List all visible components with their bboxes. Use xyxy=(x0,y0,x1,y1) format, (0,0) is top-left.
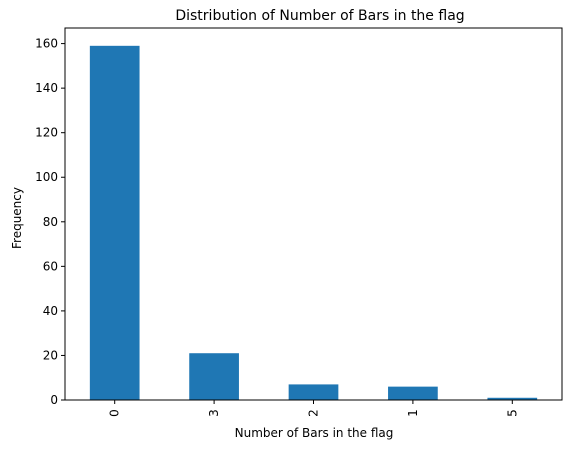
bar-1 xyxy=(388,386,438,400)
x-axis-label: Number of Bars in the flag xyxy=(235,426,394,440)
y-axis: 0 20 40 60 80 100 120 140 160 xyxy=(35,37,65,407)
bars xyxy=(89,45,538,400)
bar-3 xyxy=(189,353,239,400)
x-tick-label: 2 xyxy=(307,409,321,417)
x-tick-label: 3 xyxy=(207,409,221,417)
y-tick-label: 20 xyxy=(43,348,58,362)
y-tick-label: 160 xyxy=(35,37,58,51)
chart-title: Distribution of Number of Bars in the fl… xyxy=(175,8,464,24)
x-tick-label: 0 xyxy=(108,409,122,417)
plot-frame xyxy=(64,27,563,401)
bar-2 xyxy=(288,384,339,400)
bar-5 xyxy=(487,397,538,400)
y-axis-label: Frequency xyxy=(10,187,24,249)
y-tick-label: 40 xyxy=(43,304,58,318)
y-tick-label: 120 xyxy=(35,126,58,140)
y-tick-label: 140 xyxy=(35,81,58,95)
x-tick-label: 1 xyxy=(406,409,420,417)
y-tick-label: 60 xyxy=(43,259,58,273)
y-tick-label: 80 xyxy=(43,215,58,229)
bar-0 xyxy=(89,45,140,400)
x-tick-label: 5 xyxy=(505,409,519,417)
x-axis: 0 3 2 1 5 xyxy=(108,400,519,417)
y-tick-label: 100 xyxy=(35,170,58,184)
y-tick-label: 0 xyxy=(50,393,58,407)
